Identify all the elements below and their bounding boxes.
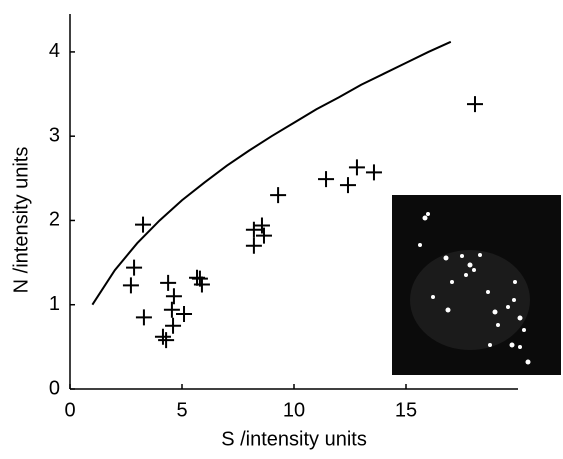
y-tick-label: 1 (49, 293, 60, 315)
data-point (318, 171, 335, 188)
data-point (176, 306, 193, 322)
inset-image (392, 195, 561, 375)
data-point (245, 221, 262, 238)
y-tick-label: 0 (49, 377, 60, 399)
data-point (270, 187, 287, 204)
x-tick-label: 15 (395, 399, 417, 421)
data-point (253, 217, 270, 234)
x-tick-label: 5 (176, 399, 187, 421)
data-point (163, 301, 180, 318)
data-point (245, 237, 262, 254)
data-point (348, 159, 365, 176)
x-tick-label: 0 (64, 399, 75, 421)
data-point (466, 96, 483, 113)
data-point (126, 259, 143, 276)
plot-area: 0 5 10 15 0 1 2 3 4 (49, 14, 518, 421)
y-tick-label: 4 (49, 40, 60, 62)
y-tick-label: 2 (49, 209, 60, 231)
data-point (165, 288, 182, 305)
data-point (135, 309, 152, 326)
data-point (255, 227, 272, 244)
x-tick-label: 10 (283, 399, 305, 421)
data-point (158, 332, 175, 349)
data-point (122, 277, 139, 294)
data-point (365, 164, 382, 181)
curve (91, 40, 452, 306)
y-tick-label: 3 (49, 124, 60, 146)
data-point (165, 317, 182, 334)
data-point (135, 216, 152, 233)
data-point (191, 270, 208, 287)
data-point (160, 274, 177, 291)
data-point (339, 177, 356, 194)
data-point (154, 328, 171, 345)
x-axis-label: S /intensity units (221, 428, 367, 450)
y-axis-label: N /intensity units (10, 147, 32, 294)
